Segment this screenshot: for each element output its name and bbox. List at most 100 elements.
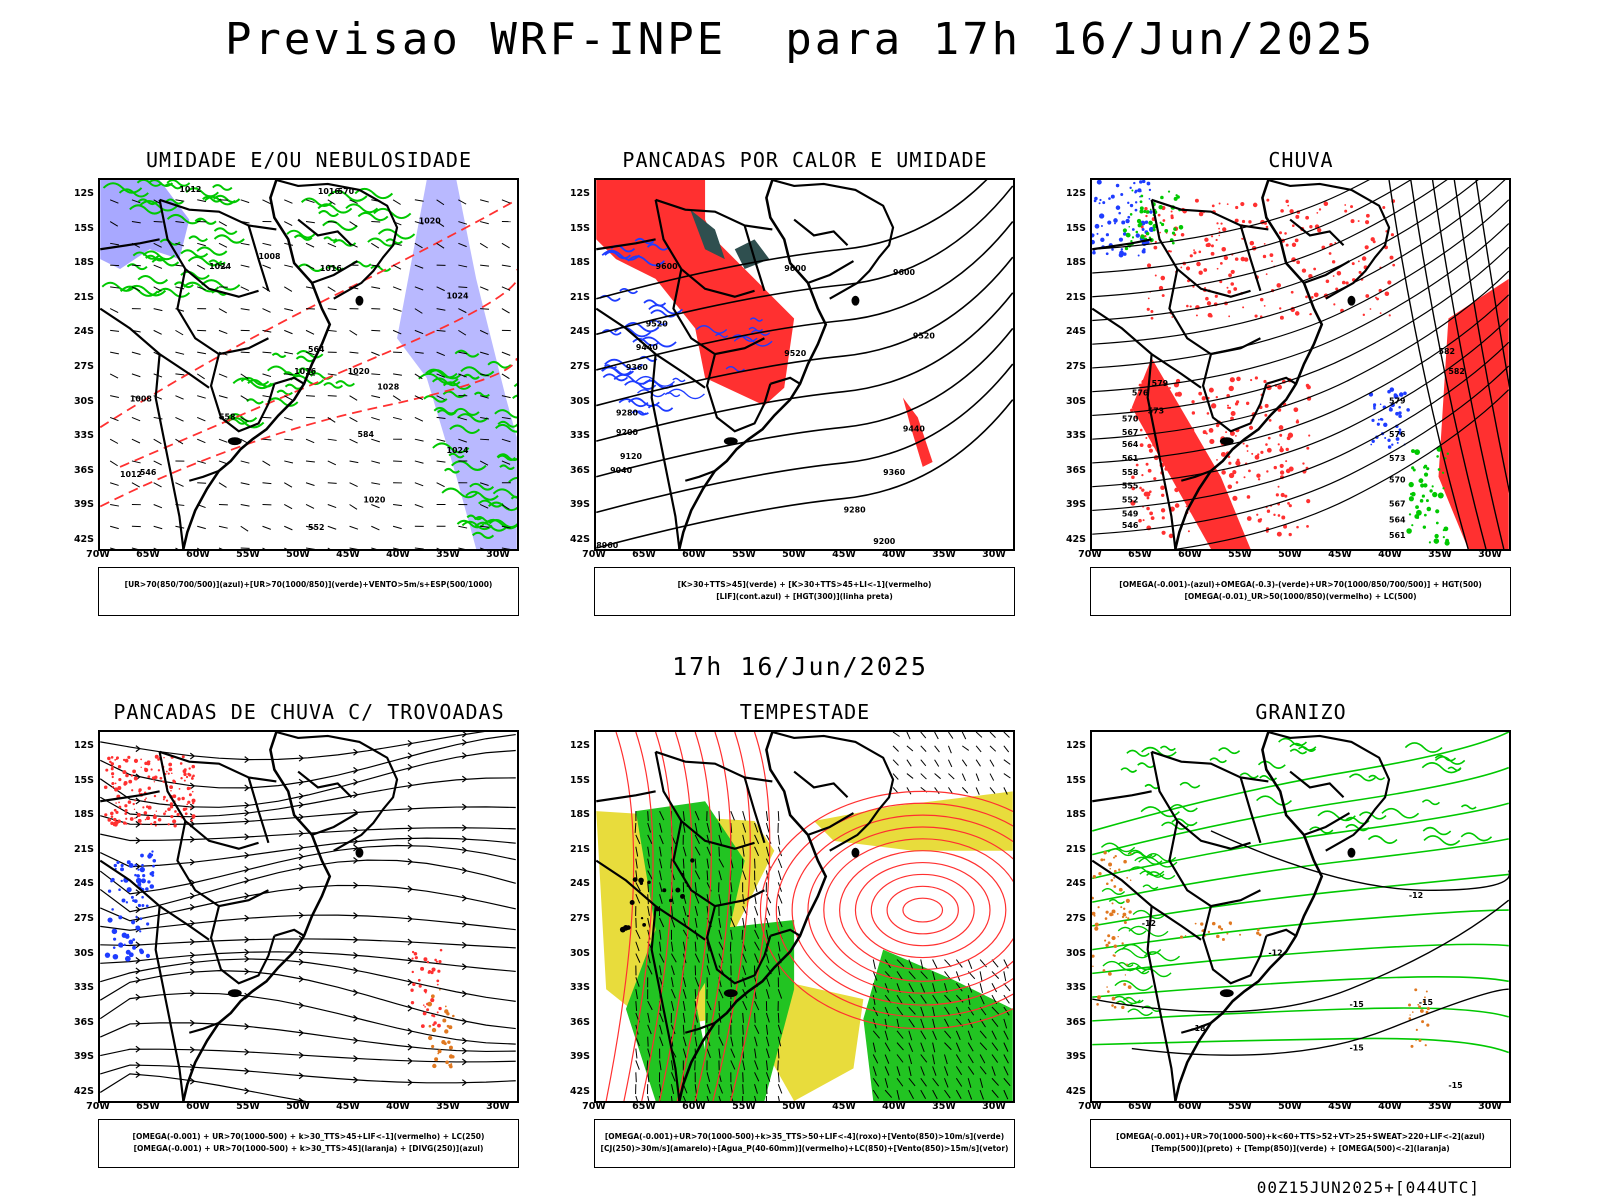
- field-dot: [1309, 313, 1311, 316]
- field-dot: [1219, 262, 1223, 265]
- border-line: [596, 238, 656, 251]
- wind-vector: [262, 547, 266, 549]
- wind-vector: [706, 965, 711, 976]
- field-dot: [1158, 205, 1163, 210]
- lon-tick-label: 40W: [1378, 1101, 1402, 1112]
- wind-vector: [479, 286, 489, 291]
- field-dot: [1094, 223, 1100, 229]
- lake: [355, 847, 364, 858]
- flow-arrow: [298, 813, 305, 821]
- contour-fragment: [1100, 842, 1136, 853]
- border-line: [100, 790, 160, 803]
- field-dot: [1398, 428, 1402, 432]
- wind-vector: [718, 870, 722, 881]
- field-dot: [1389, 255, 1394, 260]
- wind-vector: [327, 373, 337, 376]
- lat-tick-label: 15S: [569, 774, 590, 786]
- wind-vector: [682, 811, 685, 822]
- field-dot: [1129, 852, 1132, 855]
- field-dot: [1441, 471, 1445, 474]
- flow-arrow: [461, 732, 468, 738]
- border-line: [311, 260, 359, 284]
- wind-vector: [718, 834, 722, 845]
- field-dot: [153, 781, 156, 783]
- contour-fragment: [635, 410, 649, 416]
- field-dot: [1235, 481, 1239, 484]
- field-dot: [145, 953, 151, 958]
- field-dot: [1094, 926, 1099, 931]
- contour-fragment: [297, 263, 325, 272]
- field-dot: [1120, 248, 1124, 251]
- contour-fragment: [370, 265, 392, 272]
- wind-vector: [932, 983, 936, 993]
- field-dot: [1206, 412, 1210, 415]
- contour-fragment: [1460, 832, 1493, 842]
- field-dot: [444, 1029, 449, 1034]
- field-dot: [1111, 248, 1114, 251]
- wind-vector: [694, 894, 700, 904]
- border-line: [158, 199, 259, 298]
- field-dot: [1279, 434, 1282, 437]
- lake: [1347, 295, 1356, 306]
- flow-arrow: [407, 763, 413, 771]
- wind-vector: [109, 308, 119, 313]
- wind-vector: [765, 953, 770, 964]
- wind-vector: [979, 983, 984, 993]
- field-dot: [112, 953, 119, 960]
- wind-vector: [979, 971, 983, 982]
- panel-title: PANCADAS POR CALOR E UMIDADE: [622, 148, 988, 172]
- panel-title: TEMPESTADE: [739, 700, 871, 724]
- field-dot: [1128, 910, 1132, 914]
- flow-arrow: [353, 1076, 359, 1084]
- wind-vector: [479, 329, 489, 335]
- field-dot: [1105, 943, 1109, 948]
- flow-arrow: [298, 958, 305, 966]
- wind-vector: [1003, 787, 1008, 795]
- field-dot: [686, 915, 689, 917]
- field-dot: [1160, 508, 1166, 513]
- contour-fragment: [323, 236, 338, 242]
- wind-vector: [754, 1072, 760, 1082]
- wind-vector: [284, 504, 293, 510]
- wind-vector: [218, 438, 228, 443]
- wind-vector: [634, 822, 637, 833]
- field-dot: [1382, 206, 1386, 209]
- wind-vector: [305, 547, 315, 549]
- wind-vector: [371, 242, 380, 249]
- field-dot: [422, 1004, 425, 1006]
- contour-label: 1008: [259, 252, 282, 261]
- field-dot: [668, 898, 673, 903]
- field-dot: [104, 952, 111, 958]
- field-dot: [1140, 234, 1145, 239]
- lat-tick-label: 42S: [569, 1086, 590, 1097]
- field-dot: [187, 800, 191, 804]
- wind-vector: [131, 351, 141, 355]
- field-dot: [107, 917, 113, 923]
- contour-label: 9520: [913, 331, 936, 340]
- wind-vector: [754, 953, 759, 963]
- contour-fragment: [433, 406, 458, 415]
- contour-label: 567: [1389, 499, 1406, 508]
- wind-vector: [934, 787, 940, 795]
- wind-vector: [240, 395, 249, 401]
- coastline-north: [276, 180, 399, 300]
- contour-label: 9040: [610, 466, 633, 475]
- contour-label: 567: [1122, 428, 1139, 437]
- streamline-lc850: [641, 732, 673, 1101]
- field-dot: [122, 770, 127, 775]
- wind-vector: [110, 395, 119, 398]
- height-contour: [596, 399, 1013, 549]
- wind-vector: [920, 1018, 925, 1029]
- field-dot: [1121, 220, 1126, 225]
- field-dot: [168, 767, 173, 772]
- wind-vector: [218, 308, 227, 314]
- lon-tick-label: 40W: [386, 549, 410, 560]
- wind-vector: [670, 1060, 674, 1071]
- wind-vector: [896, 1030, 904, 1039]
- wind-vector: [896, 1042, 904, 1051]
- field-dot: [1379, 403, 1382, 406]
- field-dot: [1113, 954, 1116, 957]
- wind-vector: [872, 1066, 877, 1076]
- contour-fragment: [298, 367, 317, 374]
- lon-tick-label: 30W: [982, 549, 1006, 560]
